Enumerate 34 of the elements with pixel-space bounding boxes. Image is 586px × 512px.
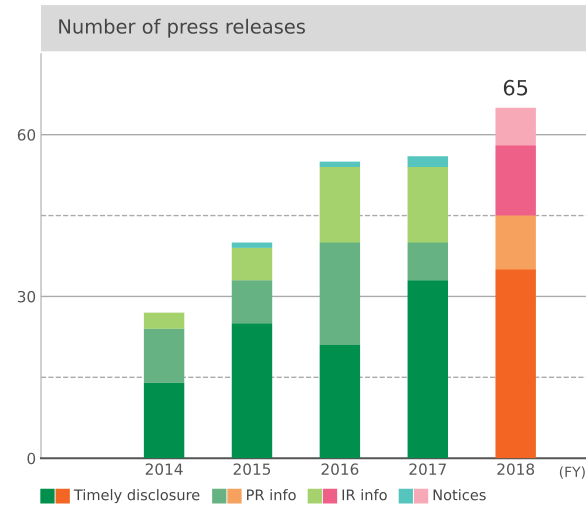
legend-label: IR info: [342, 489, 387, 500]
legend-label: PR info: [247, 489, 296, 500]
bar: [232, 242, 272, 248]
y-tick-label: 0: [27, 452, 36, 464]
x-tick-label: 2014: [146, 463, 183, 475]
bar: [232, 248, 272, 280]
bar: [320, 344, 360, 458]
x-tick-label: 2016: [322, 463, 358, 475]
bar: [144, 312, 184, 329]
y-tick-label: 30: [18, 290, 36, 302]
bar: [495, 108, 536, 146]
bar: [232, 323, 272, 458]
total-label: 65: [504, 80, 528, 96]
bar: [144, 382, 184, 458]
legend-label: Notices: [434, 489, 486, 500]
bar: [232, 280, 272, 324]
legend-label: Timely disclosure: [74, 489, 200, 504]
x-axis-title: (FY): [560, 466, 585, 479]
bar: [495, 269, 536, 458]
x-tick-label: 2015: [234, 463, 270, 475]
y-tick-label: 60: [18, 129, 36, 141]
bar: [320, 162, 360, 168]
bar: [408, 167, 448, 243]
x-tick-label: 2018: [497, 463, 534, 475]
bar: [320, 167, 360, 243]
bar: [408, 242, 448, 280]
bar: [495, 216, 536, 270]
bar: [495, 145, 536, 216]
bar: [408, 280, 448, 458]
bar: [144, 328, 184, 383]
x-tick-label: 2017: [409, 463, 446, 475]
chart-title: Number of press releases: [59, 18, 305, 38]
bar: [408, 156, 448, 168]
bar: [320, 242, 360, 345]
